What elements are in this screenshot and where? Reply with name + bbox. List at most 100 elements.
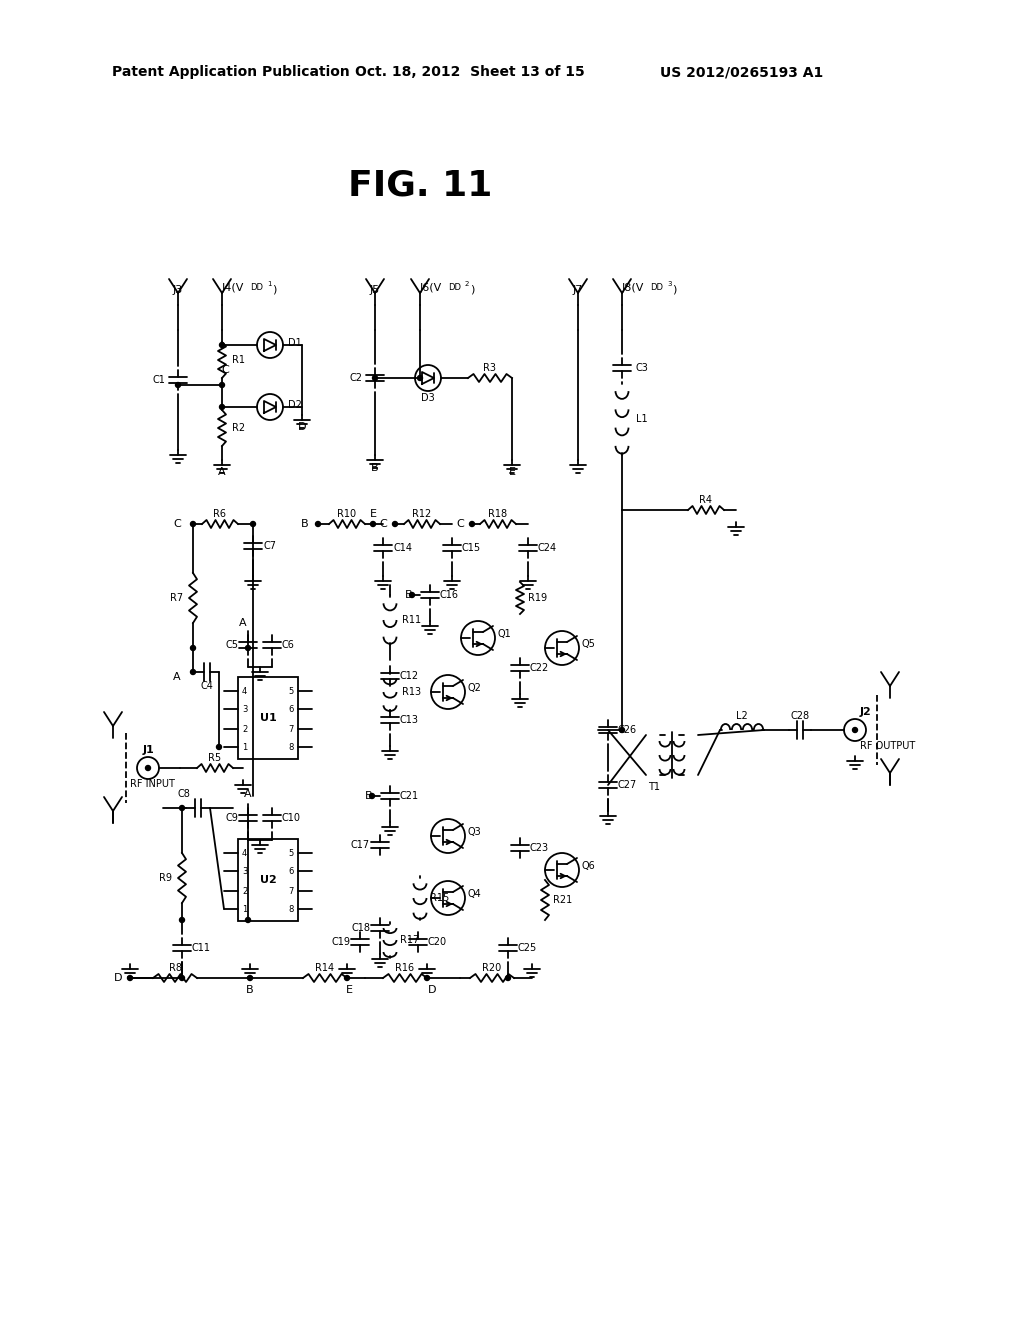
Text: C8: C8	[177, 789, 190, 799]
Text: C27: C27	[618, 780, 637, 789]
Text: R8: R8	[169, 964, 181, 973]
Text: J6(V: J6(V	[420, 282, 442, 293]
Text: R15: R15	[430, 894, 450, 903]
Text: 2: 2	[242, 725, 247, 734]
Text: C1: C1	[153, 375, 165, 385]
Text: 6: 6	[289, 705, 294, 714]
Text: R21: R21	[553, 895, 572, 906]
Text: 2: 2	[465, 281, 469, 286]
Text: Q5: Q5	[582, 639, 596, 649]
Circle shape	[179, 917, 184, 923]
Text: R13: R13	[402, 686, 421, 697]
Text: RF INPUT: RF INPUT	[130, 779, 175, 789]
Text: 1: 1	[242, 904, 247, 913]
Circle shape	[190, 669, 196, 675]
Text: US 2012/0265193 A1: US 2012/0265193 A1	[660, 65, 823, 79]
Text: C13: C13	[400, 715, 419, 725]
Text: C10: C10	[282, 813, 301, 822]
Text: J2: J2	[860, 708, 871, 717]
Text: R12: R12	[413, 510, 432, 519]
Circle shape	[469, 521, 474, 527]
Text: 8: 8	[289, 742, 294, 751]
Text: Q4: Q4	[468, 888, 481, 899]
Text: 3: 3	[667, 281, 672, 286]
Text: A: A	[173, 672, 181, 682]
Text: J7: J7	[572, 285, 584, 294]
Text: E: E	[370, 510, 377, 519]
Text: R4: R4	[699, 495, 713, 506]
Text: 2: 2	[242, 887, 247, 895]
Text: C17: C17	[351, 840, 370, 850]
Circle shape	[219, 383, 224, 388]
Text: 4: 4	[242, 849, 247, 858]
Circle shape	[418, 375, 423, 380]
Text: 3: 3	[242, 866, 248, 875]
Circle shape	[373, 375, 378, 380]
Text: 5: 5	[289, 849, 294, 858]
Text: C9: C9	[225, 813, 238, 822]
Text: 6: 6	[289, 866, 294, 875]
Text: 7: 7	[289, 887, 294, 895]
Text: C: C	[379, 519, 387, 529]
Text: DD: DD	[449, 284, 461, 293]
Text: Q2: Q2	[468, 682, 482, 693]
Text: J8(V: J8(V	[622, 282, 644, 293]
Text: C: C	[173, 519, 181, 529]
Text: C11: C11	[193, 942, 211, 953]
Text: A: A	[240, 618, 247, 628]
Text: DD: DD	[650, 284, 663, 293]
Text: D: D	[298, 422, 306, 432]
Text: U2: U2	[260, 875, 276, 884]
Text: C: C	[457, 519, 464, 529]
Text: J4(V: J4(V	[222, 282, 245, 293]
Text: 5: 5	[289, 686, 294, 696]
Text: B: B	[365, 791, 372, 801]
Text: C28: C28	[791, 711, 810, 721]
Text: C: C	[221, 366, 229, 375]
Text: E: E	[509, 467, 515, 477]
Circle shape	[246, 917, 251, 923]
Text: J1: J1	[142, 744, 154, 755]
Circle shape	[219, 404, 224, 409]
Text: R14: R14	[315, 964, 335, 973]
Circle shape	[216, 744, 221, 750]
Text: U1: U1	[260, 713, 276, 723]
Text: D3: D3	[421, 393, 435, 403]
Text: B: B	[371, 463, 379, 473]
Text: C20: C20	[428, 937, 447, 946]
Text: Oct. 18, 2012  Sheet 13 of 15: Oct. 18, 2012 Sheet 13 of 15	[355, 65, 585, 79]
Text: C2: C2	[349, 374, 362, 383]
Text: J3: J3	[173, 285, 183, 294]
Text: DD: DD	[250, 284, 263, 293]
Text: 1: 1	[242, 742, 247, 751]
Text: Patent Application Publication: Patent Application Publication	[112, 65, 350, 79]
Text: C22: C22	[530, 663, 549, 673]
Text: C5: C5	[225, 640, 238, 649]
Text: C24: C24	[538, 543, 557, 553]
Text: R3: R3	[483, 363, 497, 374]
Text: R11: R11	[402, 615, 421, 624]
Text: R18: R18	[488, 510, 508, 519]
Text: C14: C14	[393, 543, 412, 553]
Circle shape	[425, 975, 429, 981]
Circle shape	[620, 727, 625, 733]
Text: ): )	[672, 284, 677, 294]
Text: B: B	[404, 590, 412, 601]
Bar	[238, 840, 298, 921]
Text: C18: C18	[351, 923, 370, 933]
Text: ): )	[272, 284, 276, 294]
Circle shape	[175, 383, 180, 388]
Circle shape	[853, 727, 857, 733]
Text: R17: R17	[400, 935, 419, 945]
Text: RF OUTPUT: RF OUTPUT	[860, 741, 915, 751]
Text: C21: C21	[400, 791, 419, 801]
Text: Q3: Q3	[468, 828, 481, 837]
Text: FIG. 11: FIG. 11	[348, 168, 493, 202]
Text: 4: 4	[242, 686, 247, 696]
Text: A: A	[218, 467, 226, 477]
Text: C6: C6	[282, 640, 295, 649]
Text: C4: C4	[201, 681, 213, 690]
Text: ): )	[470, 284, 474, 294]
Circle shape	[506, 975, 511, 981]
Circle shape	[190, 645, 196, 651]
